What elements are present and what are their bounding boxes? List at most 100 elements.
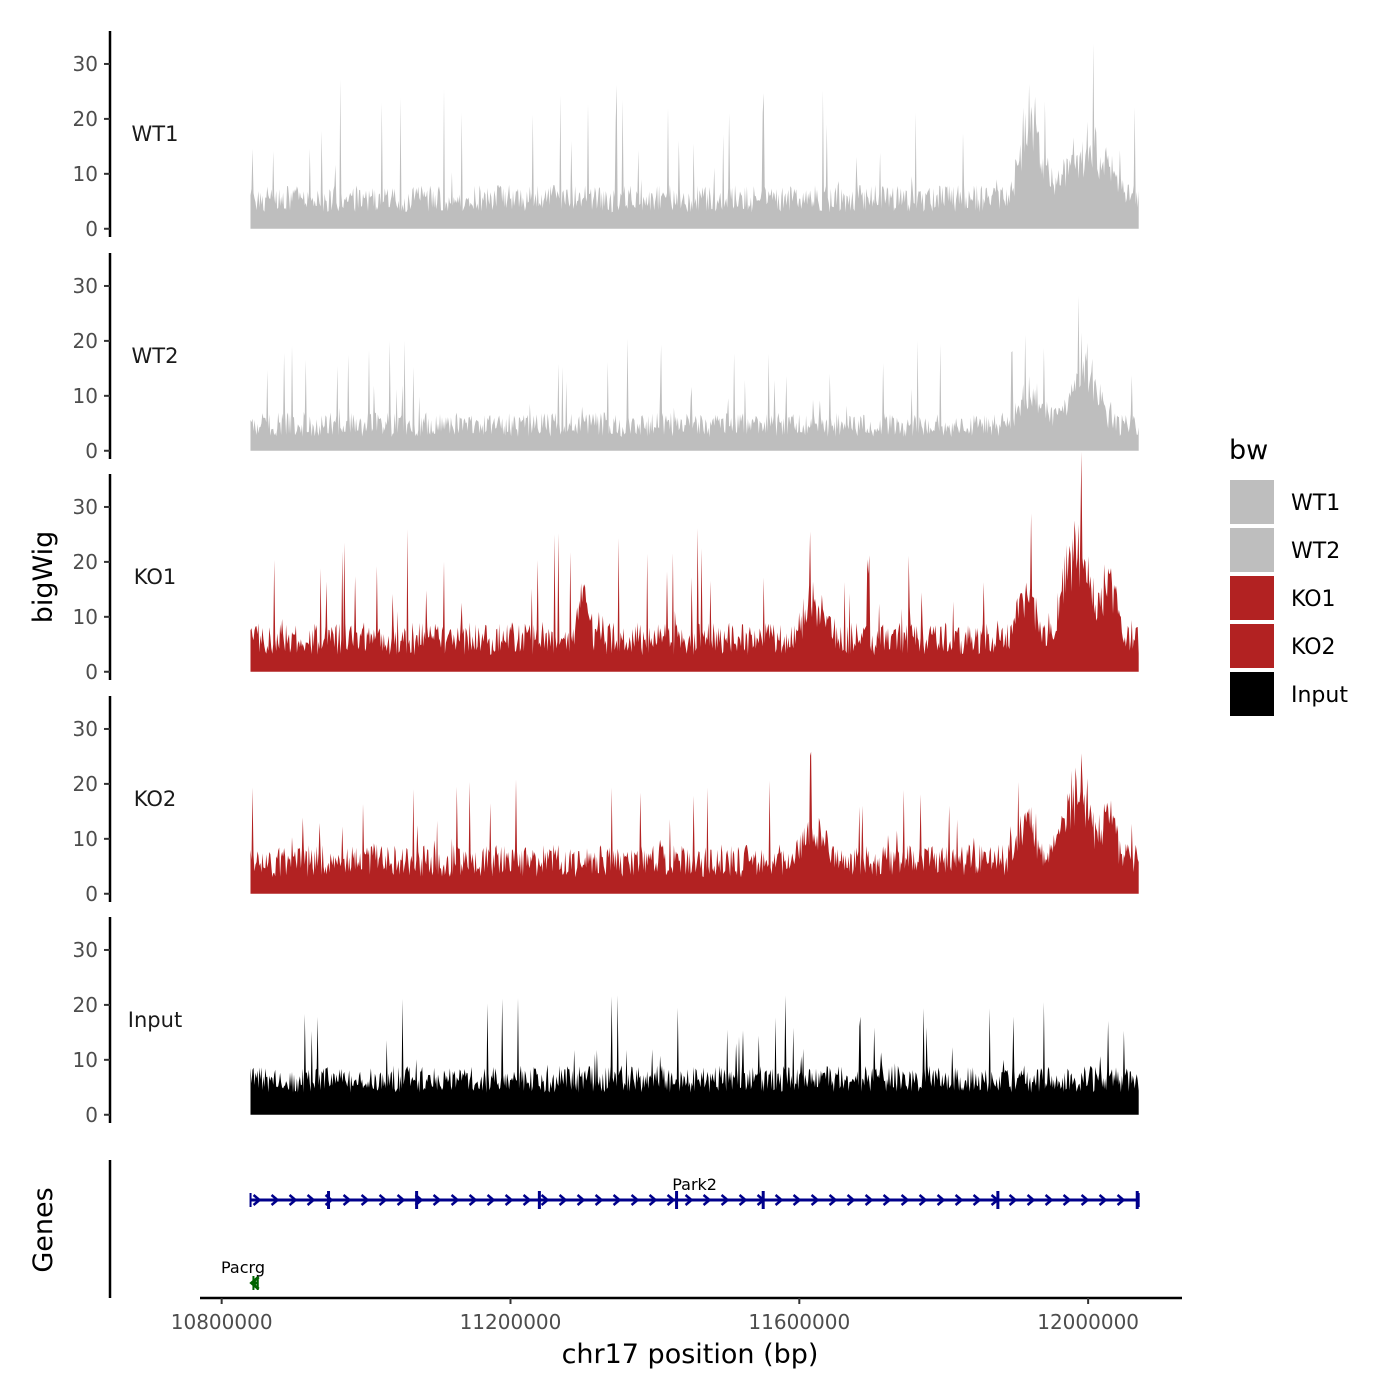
gene-label: Park2 — [672, 1175, 717, 1194]
coverage-area — [250, 296, 1139, 451]
strand-arrow — [558, 1194, 568, 1206]
coverage-tracks: 0 10 20 30 WT1 0 10 20 30 WT2 0 10 20 30 KO1 0 10 20 30 KO2… — [73, 31, 1139, 1127]
track-wt2: 0 10 20 30 WT2 — [73, 253, 1139, 463]
strand-arrow — [414, 1194, 424, 1206]
legend: bw WT1 WT2 KO1 KO2 Input — [1229, 435, 1348, 716]
legend-label-ko1: KO1 — [1291, 587, 1336, 612]
strand-arrow — [846, 1194, 856, 1206]
strand-arrow — [630, 1194, 640, 1206]
strand-arrow — [648, 1194, 658, 1206]
strand-arrow — [792, 1194, 802, 1206]
strand-arrow — [972, 1194, 982, 1206]
strand-arrow — [1098, 1194, 1108, 1206]
strand-arrow — [918, 1194, 928, 1206]
track-label: KO1 — [134, 565, 177, 589]
gene-park2: Park2 — [249, 1175, 1140, 1209]
track-label: WT1 — [132, 122, 179, 146]
strand-arrow — [1116, 1194, 1126, 1206]
legend-label-input: Input — [1291, 683, 1348, 708]
strand-arrow — [594, 1194, 604, 1206]
y-tick-label: 10 — [73, 162, 98, 186]
strand-arrow — [720, 1194, 730, 1206]
legend-swatch-wt1 — [1230, 480, 1274, 524]
y-tick-label: 0 — [85, 660, 98, 684]
track-label: WT2 — [132, 344, 179, 368]
y-tick-label: 20 — [73, 107, 98, 131]
strand-arrow — [324, 1194, 334, 1206]
strand-arrow — [1080, 1194, 1090, 1206]
strand-arrow — [540, 1194, 550, 1206]
strand-arrow — [468, 1194, 478, 1206]
y-tick-label: 30 — [73, 938, 98, 962]
track-ko1: 0 10 20 30 KO1 — [73, 451, 1139, 684]
y-axis-title-genes: Genes — [28, 1187, 59, 1272]
track-ko2: 0 10 20 30 KO2 — [73, 696, 1139, 906]
strand-arrow — [612, 1194, 622, 1206]
strand-arrow — [684, 1194, 694, 1206]
y-tick-label: 20 — [73, 772, 98, 796]
strand-arrow — [954, 1194, 964, 1206]
strand-arrow — [504, 1194, 514, 1206]
y-tick-label: 30 — [73, 495, 98, 519]
strand-arrow — [270, 1194, 280, 1206]
strand-arrow — [249, 1275, 260, 1291]
strand-arrow — [288, 1194, 298, 1206]
x-tick-label: 12000000 — [1037, 1310, 1139, 1334]
gene-label: Pacrg — [221, 1258, 265, 1277]
gene-pacrg: Pacrg — [221, 1258, 265, 1291]
y-tick-label: 0 — [85, 217, 98, 241]
y-tick-label: 10 — [73, 384, 98, 408]
genes-panel: Park2 Pacrg — [108, 1160, 1140, 1298]
track-wt1: 0 10 20 30 WT1 — [73, 31, 1139, 241]
y-tick-label: 0 — [85, 1103, 98, 1127]
legend-label-wt1: WT1 — [1291, 491, 1340, 516]
legend-swatch-ko2 — [1230, 624, 1274, 668]
x-axis-title: chr17 position (bp) — [562, 1339, 819, 1370]
strand-arrow — [666, 1194, 676, 1206]
strand-arrow — [828, 1194, 838, 1206]
strand-arrow — [702, 1194, 712, 1206]
y-tick-label: 10 — [73, 1048, 98, 1072]
y-tick-label: 20 — [73, 993, 98, 1017]
strand-arrow — [450, 1194, 460, 1206]
strand-arrow — [810, 1194, 820, 1206]
x-axis: 10800000 11200000 11600000 12000000 — [171, 1296, 1182, 1334]
legend-label-ko2: KO2 — [1291, 635, 1336, 660]
x-tick-label: 11600000 — [748, 1310, 850, 1334]
y-tick-label: 10 — [73, 605, 98, 629]
strand-arrow — [252, 1194, 262, 1206]
strand-arrow — [756, 1194, 766, 1206]
legend-swatch-ko1 — [1230, 576, 1274, 620]
strand-arrow — [1062, 1194, 1072, 1206]
y-tick-label: 20 — [73, 329, 98, 353]
strand-arrow — [864, 1194, 874, 1206]
y-tick-label: 0 — [85, 882, 98, 906]
coverage-area — [250, 43, 1139, 229]
strand-arrow — [378, 1194, 388, 1206]
y-tick-label: 0 — [85, 439, 98, 463]
legend-label-wt2: WT2 — [1291, 539, 1340, 564]
strand-arrow — [900, 1194, 910, 1206]
strand-arrow — [306, 1194, 316, 1206]
strand-arrow — [1044, 1194, 1054, 1206]
strand-arrow — [342, 1194, 352, 1206]
track-label: KO2 — [134, 787, 177, 811]
strand-arrow — [360, 1194, 370, 1206]
y-tick-label: 10 — [73, 827, 98, 851]
coverage-area — [250, 995, 1139, 1115]
strand-arrow — [774, 1194, 784, 1206]
strand-arrow — [1008, 1194, 1018, 1206]
legend-swatch-wt2 — [1230, 528, 1274, 572]
x-tick-label: 11200000 — [460, 1310, 562, 1334]
strand-arrow — [576, 1194, 586, 1206]
track-input: 0 10 20 30 Input — [73, 917, 1139, 1127]
y-tick-label: 30 — [73, 52, 98, 76]
legend-swatch-input — [1230, 672, 1274, 716]
y-tick-label: 20 — [73, 550, 98, 574]
track-label: Input — [128, 1008, 182, 1032]
strand-arrow — [486, 1194, 496, 1206]
y-axis-title-bigwig: bigWig — [28, 531, 59, 624]
coverage-area — [250, 751, 1139, 894]
strand-arrow — [882, 1194, 892, 1206]
